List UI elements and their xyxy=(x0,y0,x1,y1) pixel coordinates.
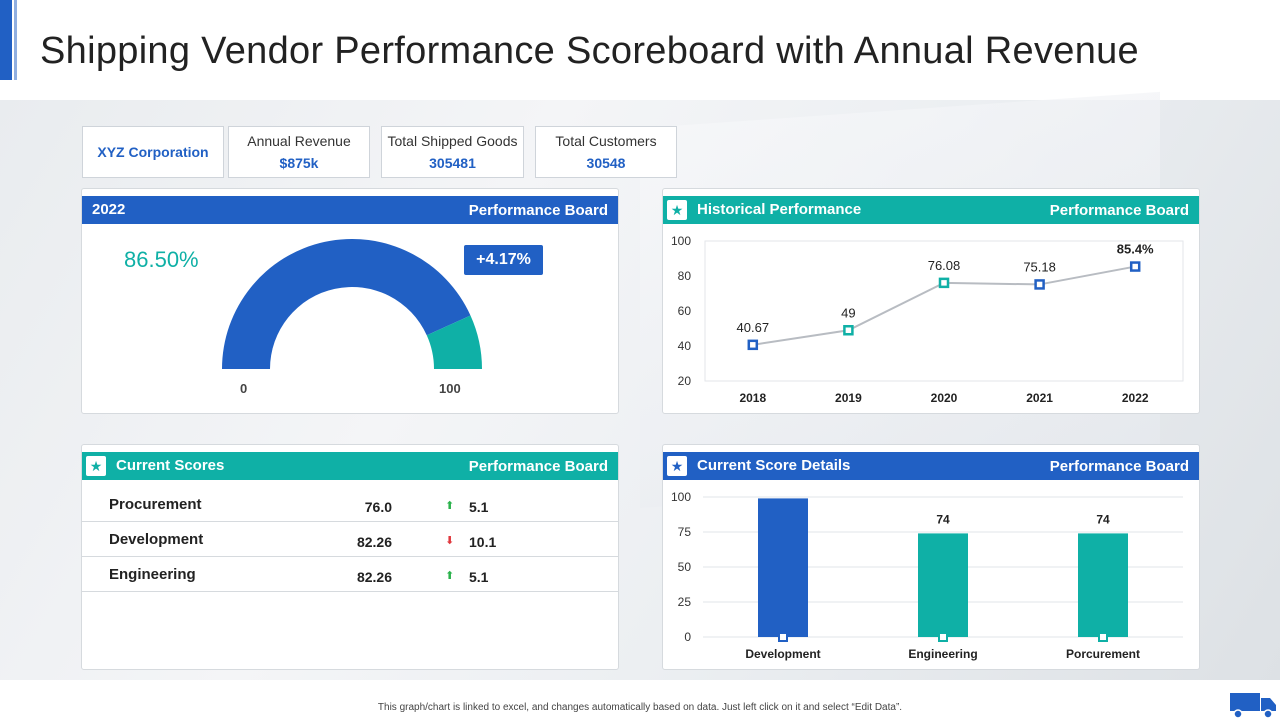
x-tick-label: 2021 xyxy=(1026,391,1053,405)
x-tick-label: Development xyxy=(745,647,820,661)
page-title: Shipping Vendor Performance Scoreboard w… xyxy=(40,30,1139,72)
y-tick-label: 40 xyxy=(678,339,692,353)
bar xyxy=(918,533,968,637)
bar-marker xyxy=(938,632,948,642)
bar xyxy=(1078,533,1128,637)
history-panel: ★ Historical Performance Performance Boa… xyxy=(662,188,1200,414)
score-change: 10.1 xyxy=(469,534,497,550)
data-point xyxy=(747,339,759,351)
arrow-down-icon: ⬇ xyxy=(445,535,455,547)
scores-board-label: Performance Board xyxy=(468,458,608,475)
data-point xyxy=(843,325,854,336)
data-label: 74 xyxy=(1096,512,1110,526)
y-tick-label: 50 xyxy=(678,560,692,574)
gauge-percent: 86.50% xyxy=(124,247,199,272)
kpi-label: Annual Revenue xyxy=(247,133,351,149)
y-tick-label: 80 xyxy=(678,269,692,283)
kpi-value: 305481 xyxy=(429,155,476,171)
data-label: 40.67 xyxy=(737,320,770,335)
data-label: 85.4% xyxy=(1117,242,1154,257)
gauge-max-label: 100 xyxy=(439,381,461,396)
details-panel-header: ★ Current Score Details Performance Boar… xyxy=(663,452,1199,480)
kpi-total-shipped-goods: Total Shipped Goods 305481 xyxy=(381,126,524,178)
gauge-chart xyxy=(222,239,482,369)
score-row-development: Development 82.26 ⬇ 10.1 xyxy=(82,522,618,557)
gauge-min-label: 0 xyxy=(240,381,248,396)
data-label: 75.18 xyxy=(1023,259,1056,274)
score-change: 5.1 xyxy=(469,499,489,515)
line-chart: 100 80 60 40 20 2018 2019 2020 2021 2022 40.67 49 76… xyxy=(671,234,1184,405)
arrow-up-icon: ⬆ xyxy=(445,500,455,512)
data-point xyxy=(938,277,950,289)
bar-marker xyxy=(1098,632,1108,642)
scores-panel: ★ Current Scores Performance Board Procu… xyxy=(81,444,619,670)
score-value: 82.26 xyxy=(356,534,392,550)
score-name: Development xyxy=(109,531,204,548)
scores-title: Current Scores xyxy=(116,457,225,474)
details-board-label: Performance Board xyxy=(1049,458,1189,475)
y-tick-label: 25 xyxy=(678,595,692,609)
kpi-value: 30548 xyxy=(586,155,626,171)
score-row-procurement: Procurement 76.0 ⬆ 5.1 xyxy=(82,487,618,522)
score-name: Procurement xyxy=(109,496,202,513)
data-label: 74 xyxy=(936,512,950,526)
x-tick-label: Porcurement xyxy=(1066,647,1140,661)
y-tick-label: 0 xyxy=(684,630,691,644)
score-change: 5.1 xyxy=(469,569,489,585)
bar-chart: 100 75 50 25 0 Development 74 Engineering 74 Porc… xyxy=(671,490,1183,661)
data-point xyxy=(1034,279,1045,290)
score-row-engineering: Engineering 82.26 ⬆ 5.1 xyxy=(82,557,618,592)
gauge-panel-header: 2022 Performance Board xyxy=(82,196,618,224)
data-label: 49 xyxy=(841,305,855,320)
bar-marker xyxy=(778,632,788,642)
arrow-up-icon: ⬆ xyxy=(445,570,455,582)
x-tick-label: 2019 xyxy=(835,391,862,405)
gauge-year: 2022 xyxy=(92,201,126,218)
bar xyxy=(758,498,808,637)
score-value: 82.26 xyxy=(356,569,392,585)
star-icon: ★ xyxy=(667,200,687,220)
data-label: 76.08 xyxy=(928,258,961,273)
title-accent-bar xyxy=(0,0,17,80)
gauge-change-badge: +4.17% xyxy=(464,245,543,275)
star-icon: ★ xyxy=(667,456,687,476)
company-card: XYZ Corporation xyxy=(82,126,224,178)
kpi-value: $875k xyxy=(279,155,319,171)
plot-area xyxy=(704,240,1184,382)
kpi-total-customers: Total Customers 30548 xyxy=(535,126,677,178)
x-tick-label: Engineering xyxy=(908,647,977,661)
score-value: 76.0 xyxy=(364,499,392,515)
gauge-arc-main xyxy=(222,239,471,369)
kpi-label: Total Shipped Goods xyxy=(387,133,518,149)
details-title: Current Score Details xyxy=(697,457,851,474)
company-name: XYZ Corporation xyxy=(97,144,209,160)
details-panel: ★ Current Score Details Performance Boar… xyxy=(662,444,1200,670)
y-tick-label: 60 xyxy=(678,304,692,318)
history-board-label: Performance Board xyxy=(1049,202,1189,219)
x-tick-label: 2022 xyxy=(1122,391,1149,405)
scores-panel-header: ★ Current Scores Performance Board xyxy=(82,452,618,480)
y-tick-label: 20 xyxy=(678,374,692,388)
history-title: Historical Performance xyxy=(697,201,862,218)
score-name: Engineering xyxy=(109,566,196,583)
x-tick-label: 2020 xyxy=(931,391,958,405)
history-panel-header: ★ Historical Performance Performance Boa… xyxy=(663,196,1199,224)
star-icon: ★ xyxy=(86,456,106,476)
gauge-panel: 2022 Performance Board 86.50% +4.17% 0 1… xyxy=(81,188,619,414)
kpi-label: Total Customers xyxy=(555,133,657,149)
x-tick-label: 2018 xyxy=(739,391,766,405)
data-point xyxy=(1129,261,1141,272)
y-tick-label: 100 xyxy=(671,234,691,248)
kpi-annual-revenue: Annual Revenue $875k xyxy=(228,126,370,178)
gauge-board-label: Performance Board xyxy=(468,202,608,219)
y-tick-label: 75 xyxy=(678,525,692,539)
truck-icon xyxy=(1230,693,1276,719)
y-tick-label: 100 xyxy=(671,490,691,504)
footer-note: This graph/chart is linked to excel, and… xyxy=(377,702,903,713)
gauge-arc-rest xyxy=(426,315,482,369)
